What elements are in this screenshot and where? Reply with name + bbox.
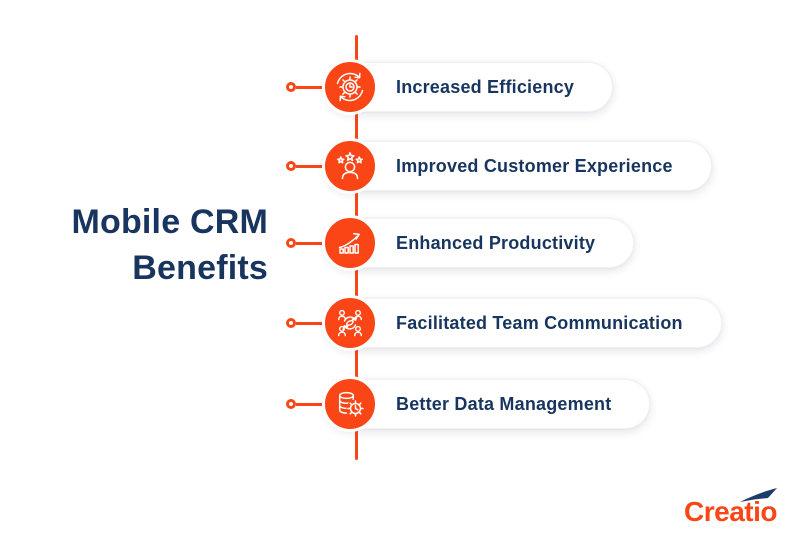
benefit-label: Enhanced Productivity bbox=[396, 232, 596, 253]
creatio-logo: Creatio bbox=[684, 488, 777, 527]
benefit-pill: Enhanced Productivity bbox=[325, 218, 635, 268]
benefit-row: Facilitated Team Communication bbox=[286, 295, 722, 351]
timeline-node-circle bbox=[286, 82, 296, 92]
benefit-label: Increased Efficiency bbox=[396, 76, 575, 97]
benefit-label: Better Data Management bbox=[396, 393, 612, 414]
connector-line bbox=[296, 164, 322, 168]
timeline-node-circle bbox=[286, 399, 296, 409]
timeline-node-circle bbox=[286, 318, 296, 328]
benefit-pill: Better Data Management bbox=[325, 379, 651, 429]
benefit-label: Improved Customer Experience bbox=[396, 155, 673, 176]
benefit-row: Better Data Management bbox=[286, 376, 651, 432]
page-title: Mobile CRM Benefits bbox=[18, 199, 268, 291]
timeline-node-circle bbox=[286, 238, 296, 248]
connector-line bbox=[296, 402, 322, 406]
creatio-logo-text: Creatio bbox=[684, 496, 777, 527]
benefit-pill: Improved Customer Experience bbox=[325, 141, 712, 191]
connector-line bbox=[296, 321, 322, 325]
person-with-stars-icon bbox=[322, 138, 378, 194]
connector-line bbox=[296, 241, 322, 245]
gear-clock-refresh-icon bbox=[322, 59, 378, 115]
connector-line bbox=[296, 85, 322, 89]
benefit-label: Facilitated Team Communication bbox=[396, 312, 683, 333]
benefit-row: Increased Efficiency bbox=[286, 59, 614, 115]
page-title-line2: Benefits bbox=[132, 249, 268, 287]
timeline-node-circle bbox=[286, 161, 296, 171]
benefit-row: Enhanced Productivity bbox=[286, 215, 635, 271]
benefit-row: Improved Customer Experience bbox=[286, 138, 712, 194]
paper-plane-icon bbox=[740, 488, 778, 507]
benefit-pill: Facilitated Team Communication bbox=[325, 298, 722, 348]
team-cycle-icon bbox=[322, 295, 378, 351]
growth-arrow-bars-icon bbox=[322, 215, 378, 271]
page-title-line1: Mobile CRM bbox=[71, 203, 268, 241]
database-gear-icon bbox=[322, 376, 378, 432]
